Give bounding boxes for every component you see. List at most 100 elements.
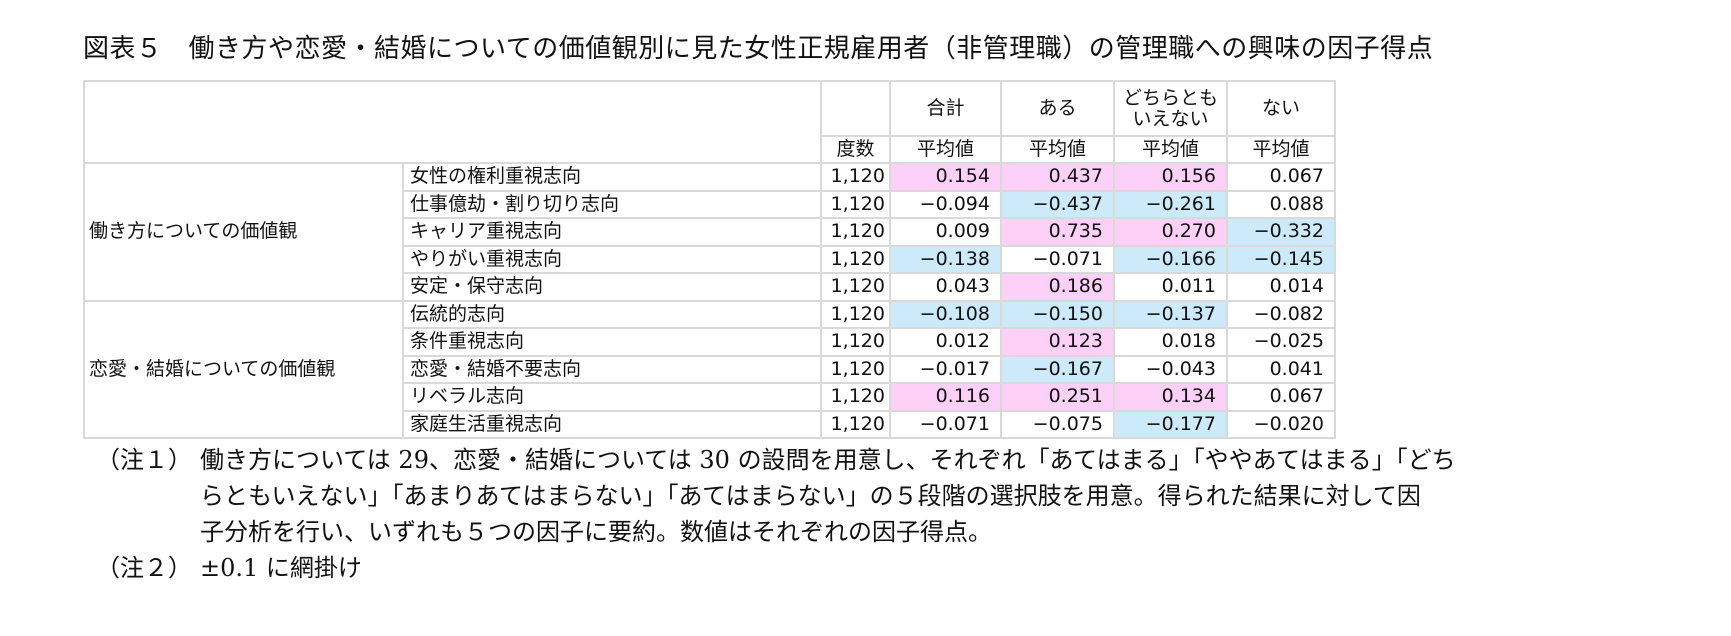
mean-yes-cell: −0.437 [1000, 189, 1115, 219]
mean-neutral-cell: −0.261 [1113, 189, 1228, 219]
mean-yes-cell: 0.186 [1000, 272, 1115, 302]
mean-total-cell: −0.017 [889, 354, 1002, 384]
freq-cell: 1,120 [820, 217, 891, 247]
note-line: ±0.1 に網掛け [200, 554, 362, 582]
note-text: 働き方については 29、恋愛・結婚については 30 の設問を用意し、それぞれ「あ… [200, 442, 1731, 550]
freq-cell: 1,120 [820, 409, 891, 439]
header-row-2: 度数 平均値 平均値 平均値 平均値 [84, 135, 1336, 164]
factor-label: 仕事億劫・割り切り志向 [402, 189, 822, 219]
mean-total-cell: 0.154 [889, 162, 1002, 192]
mean-yes-cell: 0.123 [1000, 327, 1115, 357]
mean-no-cell: 0.067 [1226, 162, 1336, 192]
header-neutral-line1: どちらとも [1122, 86, 1218, 109]
mean-no-cell: 0.041 [1226, 354, 1336, 384]
mean-no-cell: −0.145 [1226, 244, 1336, 274]
header-no: ない [1226, 80, 1336, 137]
factor-score-table: 合計 ある どちらとも いえない ない 度数 平均値 平均値 平均値 平均値 働… [83, 80, 1336, 439]
freq-cell: 1,120 [820, 354, 891, 384]
table-row: 働き方についての価値観 女性の権利重視志向 1,120 0.154 0.437 … [83, 162, 1336, 302]
mean-total-cell: 0.116 [889, 382, 1002, 412]
mean-no-cell: −0.020 [1226, 409, 1336, 439]
note-line: 子分析を行い、いずれも５つの因子に要約。数値はそれぞれの因子得点。 [200, 518, 992, 546]
mean-neutral-cell: −0.166 [1113, 244, 1228, 274]
mean-neutral-cell: −0.137 [1113, 299, 1228, 329]
table-row: リベラル志向 1,120 0.116 0.251 0.134 0.067 [84, 382, 1336, 412]
note-2: （注２） ±0.1 に網掛け [96, 550, 1731, 586]
mean-neutral-cell: 0.156 [1113, 162, 1228, 192]
mean-neutral-cell: −0.043 [1113, 354, 1228, 384]
category-love-marriage-values: 恋愛・結婚についての価値観 [83, 299, 404, 439]
header-mean-yes: 平均値 [1000, 135, 1115, 164]
factor-label: 伝統的志向 [402, 299, 822, 329]
header-yes: ある [1000, 80, 1115, 137]
mean-total-cell: −0.108 [889, 299, 1002, 329]
note-label: （注１） [96, 446, 192, 474]
note-line: らともいえない」「あまりあてはまらない」「あてはまらない」の５段階の選択肢を用意… [200, 482, 1421, 510]
mean-yes-cell: 0.735 [1000, 217, 1115, 247]
mean-total-cell: 0.009 [889, 217, 1002, 247]
header-neutral: どちらとも いえない [1113, 80, 1228, 137]
header-mean-total: 平均値 [889, 135, 1002, 164]
header-neutral-line2: いえない [1132, 107, 1209, 130]
figure-title-text: 働き方や恋愛・結婚についての価値観別に見た女性正規雇用者（非管理職）の管理職への… [188, 34, 1434, 64]
mean-yes-cell: −0.071 [1000, 244, 1115, 274]
mean-no-cell: 0.067 [1226, 382, 1336, 412]
table-row: 恋愛・結婚についての価値観 伝統的志向 1,120 −0.108 −0.150 … [83, 299, 1336, 439]
mean-no-cell: 0.088 [1226, 189, 1336, 219]
mean-neutral-cell: 0.011 [1113, 272, 1228, 302]
table-row: 条件重視志向 1,120 0.012 0.123 0.018 −0.025 [84, 327, 1336, 357]
factor-label: 条件重視志向 [402, 327, 822, 357]
mean-no-cell: −0.025 [1226, 327, 1336, 357]
table-row: 仕事億劫・割り切り志向 1,120 −0.094 −0.437 −0.261 0… [84, 189, 1336, 219]
table-row: 恋愛・結婚不要志向 1,120 −0.017 −0.167 −0.043 0.0… [84, 354, 1336, 384]
header-freq: 度数 [820, 135, 891, 164]
note-label: （注２） [96, 554, 192, 582]
figure-label: 図表５ [83, 34, 163, 64]
mean-neutral-cell: 0.018 [1113, 327, 1228, 357]
freq-cell: 1,120 [820, 327, 891, 357]
freq-cell: 1,120 [820, 272, 891, 302]
factor-label: 安定・保守志向 [402, 272, 822, 302]
mean-total-cell: 0.012 [889, 327, 1002, 357]
mean-total-cell: −0.138 [889, 244, 1002, 274]
category-work-values: 働き方についての価値観 [83, 162, 404, 302]
notes: （注１） 働き方については 29、恋愛・結婚については 30 の設問を用意し、そ… [96, 442, 1731, 586]
factor-label: キャリア重視志向 [402, 217, 822, 247]
factor-label: リベラル志向 [402, 382, 822, 412]
factor-label: 女性の権利重視志向 [402, 162, 822, 192]
header-mean-no: 平均値 [1226, 135, 1336, 164]
freq-cell: 1,120 [820, 299, 891, 329]
header-mean-neutral: 平均値 [1113, 135, 1228, 164]
table-row: やりがい重視志向 1,120 −0.138 −0.071 −0.166 −0.1… [84, 244, 1336, 274]
mean-no-cell: −0.082 [1226, 299, 1336, 329]
mean-no-cell: −0.332 [1226, 217, 1336, 247]
freq-cell: 1,120 [820, 162, 891, 192]
mean-yes-cell: −0.150 [1000, 299, 1115, 329]
freq-cell: 1,120 [820, 382, 891, 412]
freq-cell: 1,120 [820, 244, 891, 274]
header-blank [83, 80, 822, 164]
note-text: ±0.1 に網掛け [200, 550, 1731, 586]
mean-neutral-cell: −0.177 [1113, 409, 1228, 439]
mean-neutral-cell: 0.270 [1113, 217, 1228, 247]
mean-total-cell: −0.071 [889, 409, 1002, 439]
mean-total-cell: −0.094 [889, 189, 1002, 219]
factor-label: 恋愛・結婚不要志向 [402, 354, 822, 384]
mean-no-cell: 0.014 [1226, 272, 1336, 302]
mean-yes-cell: 0.251 [1000, 382, 1115, 412]
note-line: 働き方については 29、恋愛・結婚については 30 の設問を用意し、それぞれ「あ… [200, 446, 1456, 474]
header-total: 合計 [889, 80, 1002, 137]
mean-yes-cell: −0.167 [1000, 354, 1115, 384]
mean-yes-cell: 0.437 [1000, 162, 1115, 192]
freq-cell: 1,120 [820, 189, 891, 219]
header-row-1: 合計 ある どちらとも いえない ない [83, 80, 1336, 164]
table-row: 家庭生活重視志向 1,120 −0.071 −0.075 −0.177 −0.0… [84, 409, 1336, 439]
mean-neutral-cell: 0.134 [1113, 382, 1228, 412]
mean-yes-cell: −0.075 [1000, 409, 1115, 439]
mean-total-cell: 0.043 [889, 272, 1002, 302]
factor-label: 家庭生活重視志向 [402, 409, 822, 439]
table-row: 安定・保守志向 1,120 0.043 0.186 0.011 0.014 [84, 272, 1336, 302]
table-row: キャリア重視志向 1,120 0.009 0.735 0.270 −0.332 [84, 217, 1336, 247]
note-1: （注１） 働き方については 29、恋愛・結婚については 30 の設問を用意し、そ… [96, 442, 1731, 550]
figure-title: 図表５ 働き方や恋愛・結婚についての価値観別に見た女性正規雇用者（非管理職）の管理… [83, 28, 1433, 65]
